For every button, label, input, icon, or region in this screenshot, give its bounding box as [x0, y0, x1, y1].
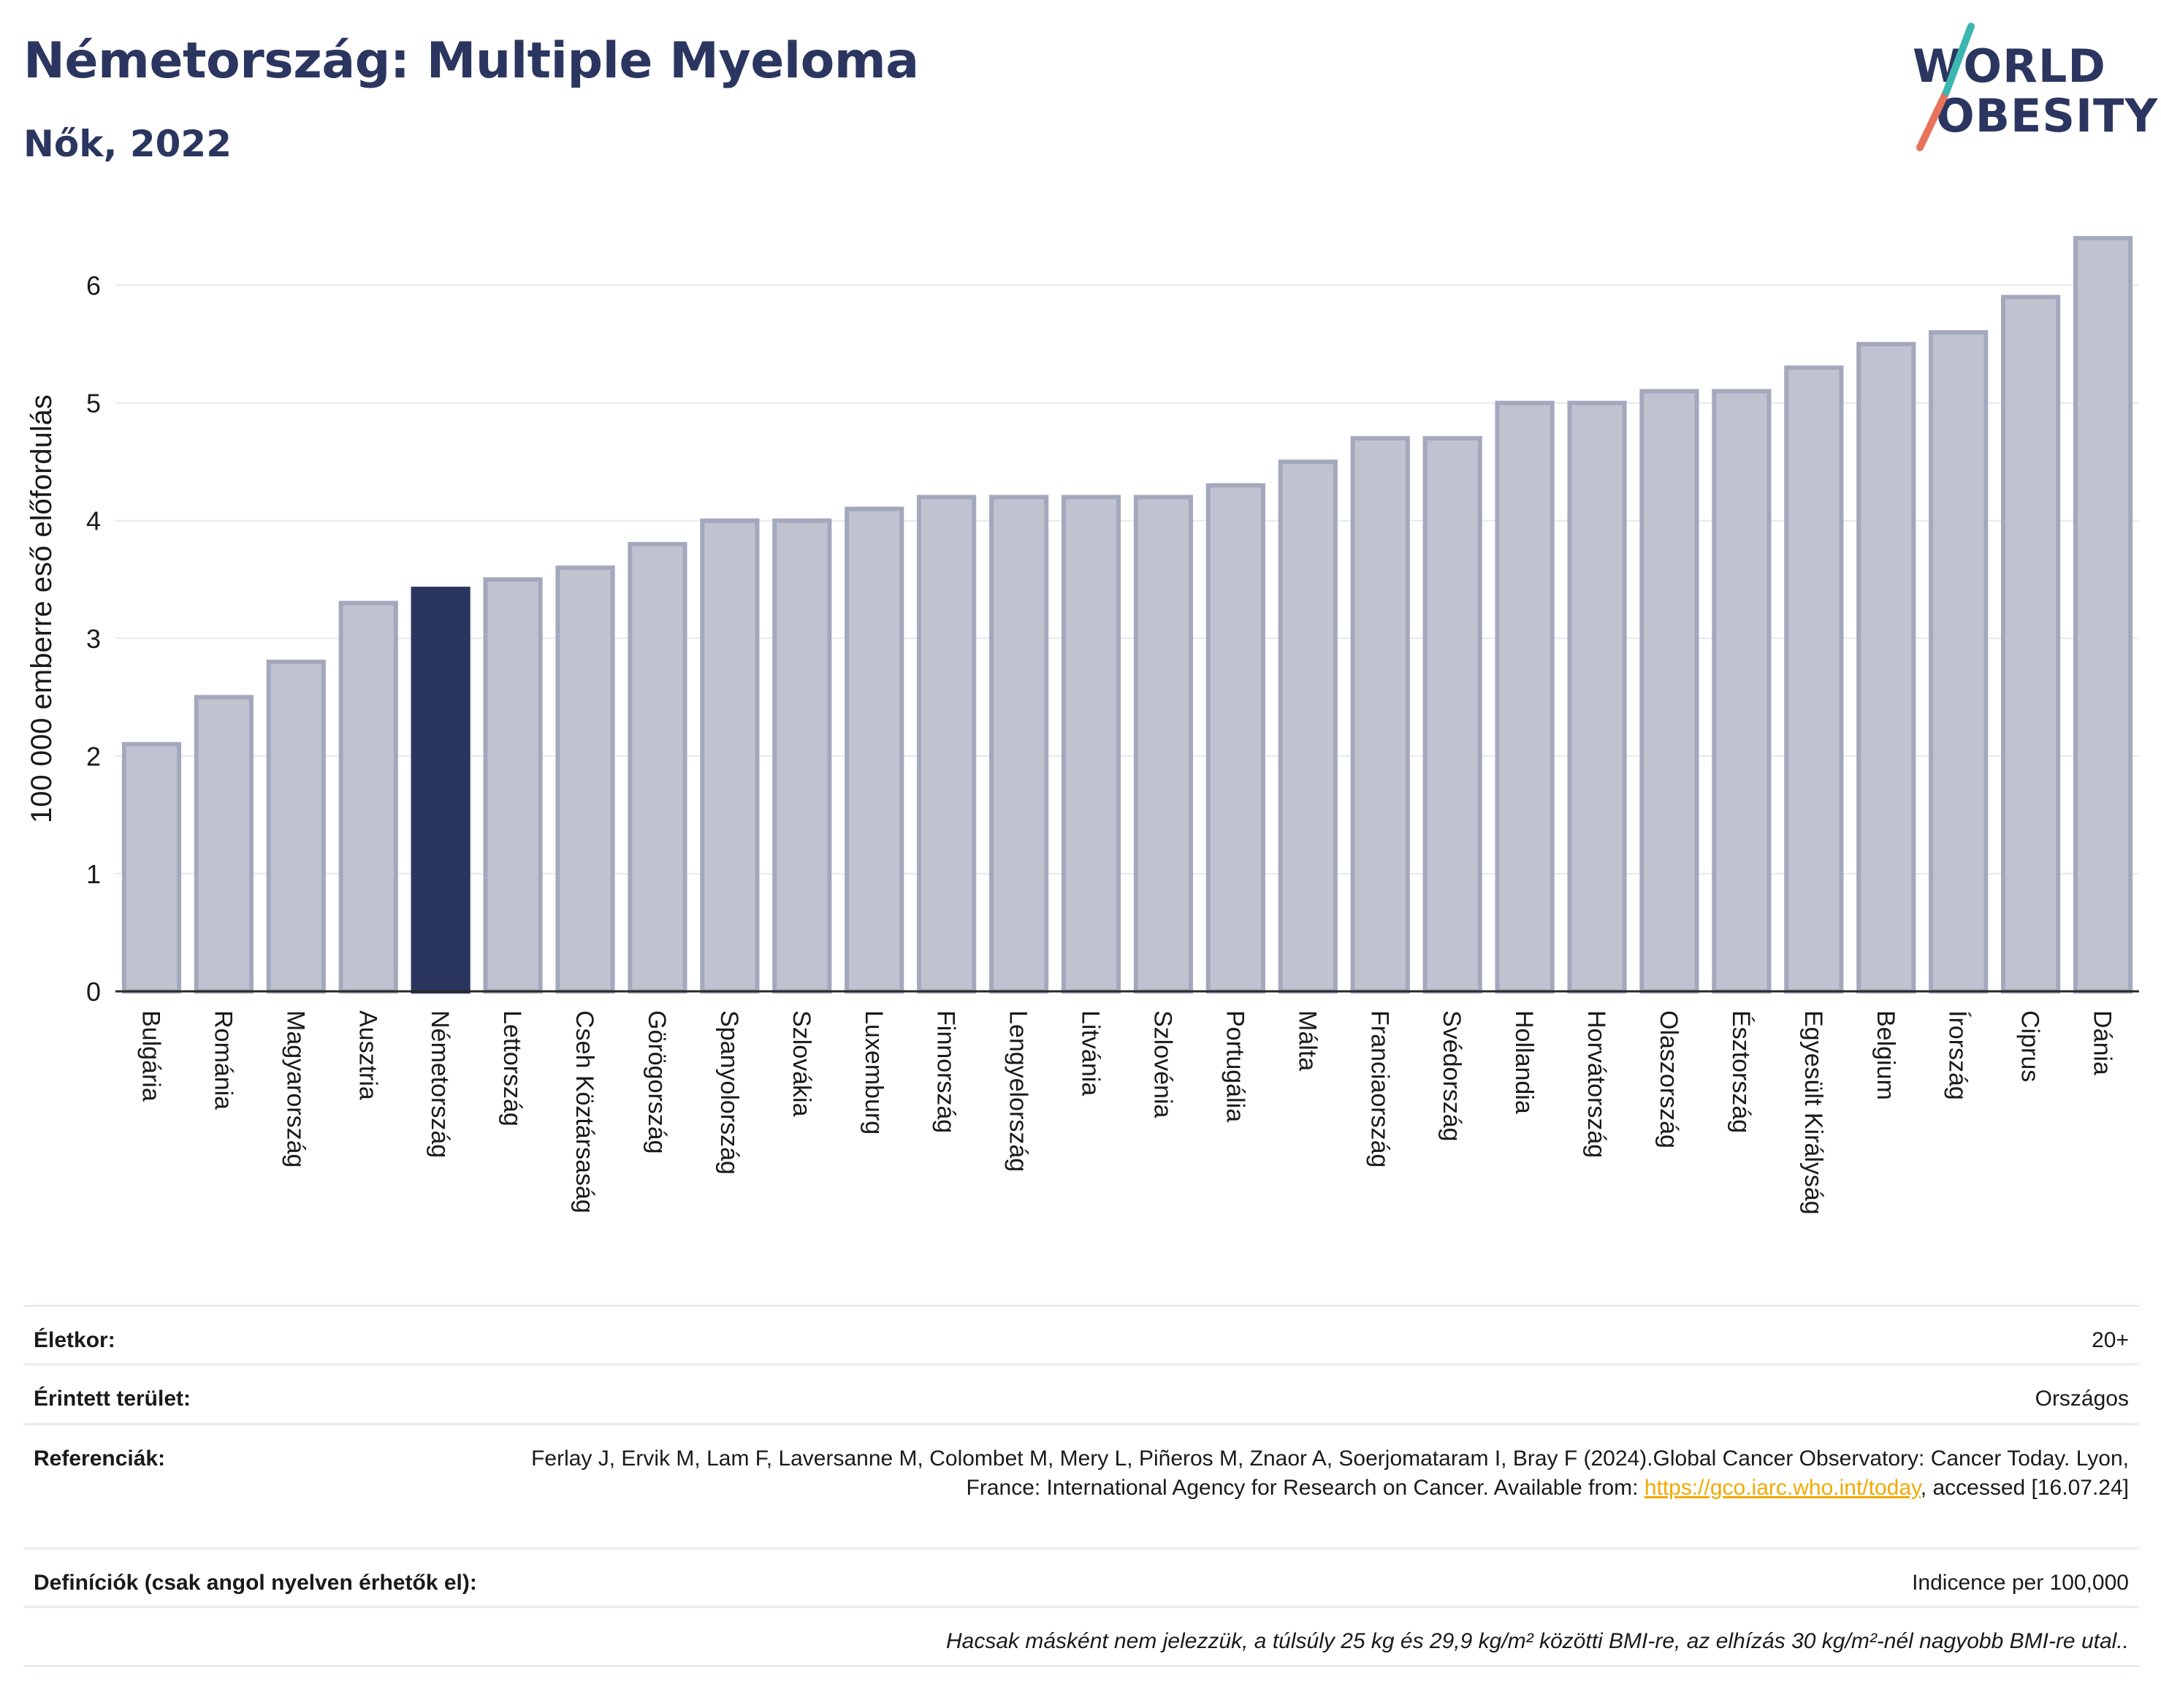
bar-franciaország[interactable] — [1350, 435, 1410, 994]
page-subtitle: Nők, 2022 — [23, 123, 232, 165]
y-tick-label: 1 — [86, 859, 101, 889]
x-tick-label: Ciprus — [2016, 1010, 2044, 1082]
x-tick-label: Luxemburg — [860, 1010, 888, 1135]
info-row-area: Érintett terület: Országos — [23, 1363, 2139, 1423]
bar-chart: 0 1 2 3 4 5 6 Bulgária Románia Magyarország Auszt… — [26, 236, 2139, 1215]
bar-lettország[interactable] — [483, 577, 543, 994]
age-value: 20+ — [2092, 1328, 2129, 1352]
bar-írország[interactable] — [1929, 329, 1989, 994]
definitions-value: Indicence per 100,000 — [1912, 1571, 2129, 1595]
x-tick-label: Málta — [1293, 1010, 1321, 1071]
bar-szlovákia[interactable] — [772, 518, 832, 994]
x-tick-label: Észtország — [1727, 1010, 1755, 1133]
x-tick-label: Franciaország — [1365, 1010, 1393, 1167]
x-tick-label: Lengyelország — [1005, 1010, 1032, 1172]
bar-ausztria[interactable] — [338, 601, 398, 994]
y-tick-label: 5 — [86, 389, 101, 419]
footnote: Hacsak másként nem jelezzük, a túlsúly 2… — [945, 1629, 2129, 1653]
bar-horvátország[interactable] — [1567, 400, 1627, 994]
x-tick-label: Ausztria — [354, 1010, 381, 1100]
x-tick-label: Horvátország — [1582, 1010, 1610, 1158]
references-value: Ferlay J, Ervik M, Lam F, Laversanne M, … — [522, 1444, 2129, 1503]
bar-málta[interactable] — [1278, 460, 1338, 994]
x-tick-label: Németország — [426, 1010, 454, 1158]
x-tick-label: Cseh Köztársaság — [571, 1010, 598, 1213]
y-tick-label: 2 — [86, 741, 101, 771]
y-axis-label: 100 000 emberre eső előfordulás — [26, 394, 58, 823]
world-obesity-logo: WORLD OBESITY — [1899, 22, 2157, 153]
logo-word-world: WORLD — [1913, 39, 2106, 93]
bar-egyesült-királyság[interactable] — [1784, 365, 1844, 994]
bar-dánia[interactable] — [2073, 236, 2133, 994]
references-label: Referenciák: — [34, 1446, 166, 1471]
bar-görögország[interactable] — [628, 541, 687, 994]
bar-cseh-köztársaság[interactable] — [555, 565, 615, 994]
x-tick-label: Portugália — [1221, 1010, 1249, 1122]
reference-text: Ferlay J, Ervik M, Lam F, Laversanne M, … — [531, 1446, 2129, 1500]
info-table: Életkor: 20+ Érintett terület: Országos … — [23, 1305, 2139, 1667]
bar-spanyolország[interactable] — [700, 518, 760, 994]
y-tick-label: 6 — [86, 271, 101, 301]
bar-magyarország[interactable] — [266, 659, 326, 994]
area-value: Országos — [2035, 1387, 2129, 1411]
reference-link[interactable]: https://gco.iarc.who.int/today — [1644, 1476, 1921, 1500]
y-tick-label: 0 — [86, 977, 101, 1007]
bar-ciprus[interactable] — [2001, 294, 2061, 994]
logo-word-obesity: OBESITY — [1936, 89, 2159, 142]
info-row-references: Referenciák: Ferlay J, Ervik M, Lam F, L… — [23, 1423, 2139, 1547]
bar-finnország[interactable] — [917, 495, 977, 994]
bar-luxemburg[interactable] — [845, 506, 904, 994]
bar-belgium[interactable] — [1856, 342, 1916, 994]
x-tick-label: Belgium — [1872, 1010, 1899, 1100]
bar-svédország[interactable] — [1422, 435, 1482, 994]
bar-románia[interactable] — [194, 695, 254, 994]
bar-portugália[interactable] — [1205, 483, 1265, 994]
page-title: Németország: Multiple Myeloma — [23, 32, 919, 90]
info-row-note: Hacsak másként nem jelezzük, a túlsúly 2… — [23, 1606, 2139, 1667]
y-tick-label: 4 — [86, 506, 101, 536]
x-tick-label: Szlovénia — [1148, 1010, 1176, 1118]
bar-észtország[interactable] — [1712, 389, 1772, 994]
area-label: Érintett terület: — [34, 1387, 191, 1411]
x-tick-label: Szlovákia — [788, 1010, 815, 1117]
logo-slash-icon — [1916, 23, 1975, 151]
x-tick-label: Litvánia — [1077, 1010, 1105, 1096]
x-tick-label: Spanyolország — [715, 1010, 743, 1175]
bar-hollandia[interactable] — [1495, 400, 1555, 994]
bar-németország[interactable] — [411, 587, 470, 994]
bar-lengyelország[interactable] — [989, 495, 1049, 994]
x-tick-label: Dánia — [2089, 1010, 2116, 1075]
reference-accessed: , accessed [16.07.24] — [1920, 1476, 2129, 1500]
x-tick-label: Egyesült Királyság — [1799, 1010, 1827, 1215]
age-label: Életkor: — [34, 1328, 115, 1352]
x-tick-label: Bulgária — [137, 1010, 164, 1102]
x-tick-label: Finnország — [932, 1010, 960, 1133]
info-row-age: Életkor: 20+ — [23, 1305, 2139, 1363]
y-tick-label: 3 — [86, 624, 101, 654]
definitions-label: Definíciók (csak angol nyelven érhetők e… — [34, 1571, 477, 1595]
bar-olaszország[interactable] — [1639, 389, 1699, 994]
x-tick-label: Románia — [209, 1010, 237, 1110]
x-axis-labels: Bulgária Románia Magyarország Ausztria Német… — [137, 1010, 2116, 1215]
x-tick-label: Olaszország — [1655, 1010, 1682, 1148]
info-row-definitions: Definíciók (csak angol nyelven érhetők e… — [23, 1547, 2139, 1606]
x-tick-label: Írország — [1944, 1010, 1972, 1100]
y-axis-ticks: 0 1 2 3 4 5 6 — [86, 271, 101, 1007]
x-tick-label: Lettország — [498, 1010, 526, 1126]
chart-bars — [121, 236, 2133, 994]
bar-bulgária[interactable] — [121, 741, 182, 994]
bar-szlovénia[interactable] — [1133, 495, 1194, 994]
x-tick-label: Svédország — [1438, 1010, 1466, 1142]
x-tick-label: Görögország — [643, 1010, 671, 1154]
x-tick-label: Hollandia — [1510, 1010, 1538, 1114]
bar-litvánia[interactable] — [1061, 495, 1121, 994]
x-tick-label: Magyarország — [281, 1010, 309, 1167]
